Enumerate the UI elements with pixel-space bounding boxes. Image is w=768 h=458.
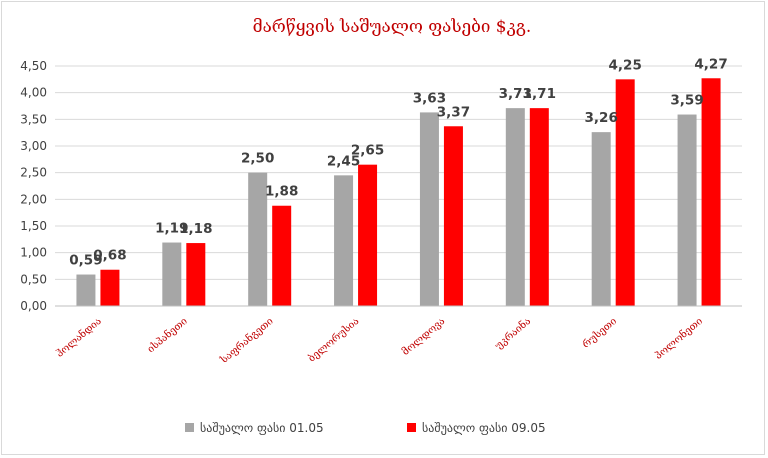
bar [443, 126, 463, 307]
bar [186, 243, 206, 306]
bar [701, 78, 721, 307]
bar [529, 108, 549, 306]
category-label: ისპანეთი [145, 315, 190, 356]
data-label: 4,27 [694, 56, 727, 72]
data-label: 4,25 [609, 57, 642, 73]
category-label: პოლონეთი [652, 315, 705, 362]
data-label: 3,26 [585, 110, 618, 126]
category-label: ბელორუსია [307, 316, 362, 365]
category-label: საფრანგეთი [217, 315, 275, 367]
bar [505, 108, 525, 306]
bar [248, 172, 268, 306]
data-label: 3,37 [437, 104, 470, 120]
data-label: 2,45 [327, 153, 360, 169]
data-label: 1,18 [179, 221, 212, 237]
data-label: 0,68 [93, 248, 126, 264]
y-axis-ticks: 0,00 0,50 1,00 1,50 2,00 2,50 3,00 3,50 4,00 4,50 [20, 59, 47, 313]
y-tick-label: 2,00 [20, 192, 47, 206]
category-label: მოლდოვა [400, 316, 447, 358]
legend-label-series-2: საშუალო ფასი 09.05 [422, 421, 546, 435]
bar [358, 164, 378, 306]
data-label: 1,19 [155, 221, 188, 237]
y-tick-label: 1,50 [20, 219, 47, 233]
data-label: 2,50 [241, 151, 274, 167]
y-tick-label: 0,50 [20, 272, 47, 286]
bar [76, 274, 96, 306]
chart-title: მარწყვის საშუალო ფასები $კგ. [253, 17, 532, 37]
data-label: 1,88 [265, 184, 298, 200]
bar [677, 114, 697, 307]
bar [591, 132, 611, 306]
data-label: 3,71 [499, 86, 532, 102]
y-tick-label: 1,00 [20, 246, 47, 260]
y-tick-label: 0,00 [20, 299, 47, 313]
data-label: 2,65 [351, 143, 384, 159]
data-label: 0,59 [69, 253, 102, 269]
data-label: 3,59 [670, 93, 703, 109]
x-axis-categories: ჰოლანდია ისპანეთი საფრანგეთი ბელორუსია მოლდო… [54, 315, 705, 367]
gridlines [55, 65, 742, 307]
y-tick-label: 4,50 [20, 59, 47, 73]
bar [615, 79, 635, 306]
bars [76, 78, 721, 307]
y-tick-label: 2,50 [20, 166, 47, 180]
bar [334, 175, 354, 306]
category-label: ჰოლანდია [54, 315, 104, 360]
legend-swatch-series-1 [185, 423, 194, 432]
legend: საშუალო ფასი 01.05 საშუალო ფასი 09.05 [185, 421, 546, 435]
bar [272, 205, 292, 306]
bar [100, 269, 120, 306]
legend-swatch-series-2 [407, 423, 416, 432]
data-labels: 0,590,68 1,191,18 2,50 1,88 2,452,65 3,633,37… [69, 56, 727, 268]
legend-label-series-1: საშუალო ფასი 01.05 [200, 421, 324, 435]
y-tick-label: 3,00 [20, 139, 47, 153]
category-label: უკრაინა [493, 315, 534, 352]
data-label: 3,71 [523, 86, 556, 102]
y-tick-label: 4,00 [20, 86, 47, 100]
y-tick-label: 3,50 [20, 112, 47, 126]
bar [419, 112, 439, 307]
data-label: 3,63 [413, 90, 446, 106]
category-label: რუსეთი [581, 316, 620, 351]
bar [162, 242, 182, 306]
